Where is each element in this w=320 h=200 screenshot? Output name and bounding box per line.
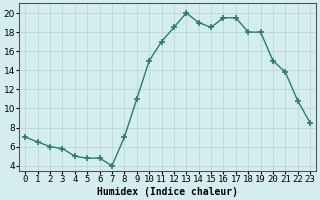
X-axis label: Humidex (Indice chaleur): Humidex (Indice chaleur)	[97, 186, 238, 197]
